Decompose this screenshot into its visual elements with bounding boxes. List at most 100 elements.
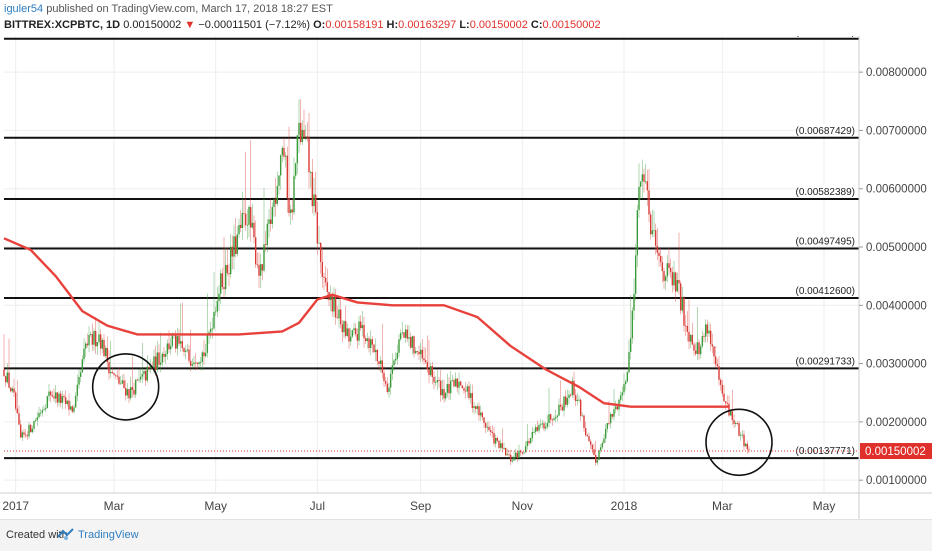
candle-body [714, 356, 717, 365]
candle-body [741, 434, 744, 436]
level-label-bg [799, 354, 857, 367]
level-label: (0.00582389) [796, 187, 856, 198]
candle-body [219, 273, 222, 294]
candle-body [691, 334, 694, 345]
candle-body [613, 409, 615, 417]
candle-body [153, 356, 155, 369]
candle-body [378, 361, 380, 364]
candle-body [9, 387, 12, 392]
candle-body [6, 372, 9, 383]
level-label-bg [799, 444, 857, 457]
low-value: 0.00150002 [469, 19, 528, 31]
candle-body [413, 336, 415, 354]
tradingview-logo-icon [57, 528, 74, 540]
candle-body [743, 434, 745, 447]
candle-body [701, 336, 704, 347]
price-chart[interactable]: (0.00857218) (0.00687429) (0.00582389) (0.0… [0, 36, 932, 519]
candle-body [18, 413, 20, 425]
candle-body [403, 332, 405, 338]
candle-body [529, 438, 532, 444]
moving-average-line [3, 237, 729, 408]
candle-body [393, 360, 395, 366]
candle-body [331, 296, 334, 312]
candle-body [78, 376, 80, 385]
candle-body [369, 339, 372, 349]
candle-body [319, 242, 322, 263]
time-tick-label: Nov [512, 499, 533, 513]
candle-body [598, 450, 600, 461]
candle-body [286, 155, 289, 199]
candle-body [244, 213, 247, 226]
candle-body [213, 311, 215, 329]
grid-lines [4, 36, 859, 493]
candle-body [661, 262, 664, 271]
candle-body [616, 406, 619, 410]
candle-body [113, 373, 115, 375]
candle-body [656, 245, 659, 253]
symbol-label[interactable]: BITTREX:XCPBTC, 1D [4, 19, 121, 31]
candle-body [511, 460, 514, 462]
candle-body [416, 351, 419, 352]
time-axis[interactable]: 2017 Mar May Jul Sep Nov 2018 Mar May [2, 499, 835, 513]
candle-body [651, 230, 654, 235]
candle-body [303, 129, 305, 138]
candle-body [486, 426, 489, 428]
candle-body [748, 449, 750, 451]
candle-body [649, 214, 652, 235]
candle-body [349, 336, 352, 342]
candle-body [658, 252, 660, 256]
candle-body [168, 343, 170, 350]
candle-body [164, 354, 167, 357]
candle-body [468, 386, 470, 398]
last-price-tag-label: 0.00150002 [865, 446, 926, 458]
candle-body [118, 376, 120, 384]
candle-body [638, 186, 640, 211]
candle-body [686, 325, 689, 332]
candle-body [553, 418, 555, 421]
candle-body [611, 413, 614, 417]
candle-body [203, 352, 205, 357]
candle-body [98, 334, 100, 343]
close-value: 0.00150002 [542, 19, 601, 31]
candle-body [554, 417, 557, 419]
candle-body [53, 396, 55, 399]
plot-area[interactable] [4, 36, 859, 493]
candle-body [546, 423, 549, 427]
candle-body [271, 206, 274, 224]
candle-body [323, 276, 325, 278]
created-with-text: Created with [6, 529, 68, 541]
candle-body [359, 321, 362, 329]
candle-body [398, 339, 400, 353]
candle-body [289, 209, 292, 213]
candle-body [318, 242, 320, 244]
candle-body [436, 380, 439, 383]
candle-body [424, 360, 427, 363]
candle-body [621, 392, 624, 396]
candle-body [39, 412, 42, 414]
candle-body [736, 423, 739, 424]
candle-body [731, 411, 734, 421]
candle-body [63, 396, 65, 398]
annotation-circles [91, 353, 773, 477]
candle-body [148, 366, 150, 369]
author-link[interactable]: iguler54 [4, 3, 44, 15]
candle-body [446, 383, 449, 393]
candle-body [288, 198, 290, 213]
high-label: H: [386, 19, 399, 31]
candle-body [538, 424, 540, 431]
candle-body [614, 406, 617, 410]
candle-body [454, 378, 457, 387]
candle-body [58, 393, 60, 403]
candle-body [654, 230, 657, 246]
candle-body [718, 366, 720, 380]
tradingview-brand[interactable]: TradingView [78, 529, 139, 541]
price-axis[interactable]: 0.00100000 0.00200000 0.00300000 0.00400000… [859, 67, 932, 487]
candle-body [336, 317, 339, 319]
candle-body [138, 379, 140, 381]
candle-body [533, 431, 535, 433]
candle-body [408, 337, 410, 339]
candle-body [299, 122, 302, 142]
candle-body [388, 387, 390, 392]
close-label: C: [530, 19, 543, 31]
candle-body [708, 330, 710, 334]
